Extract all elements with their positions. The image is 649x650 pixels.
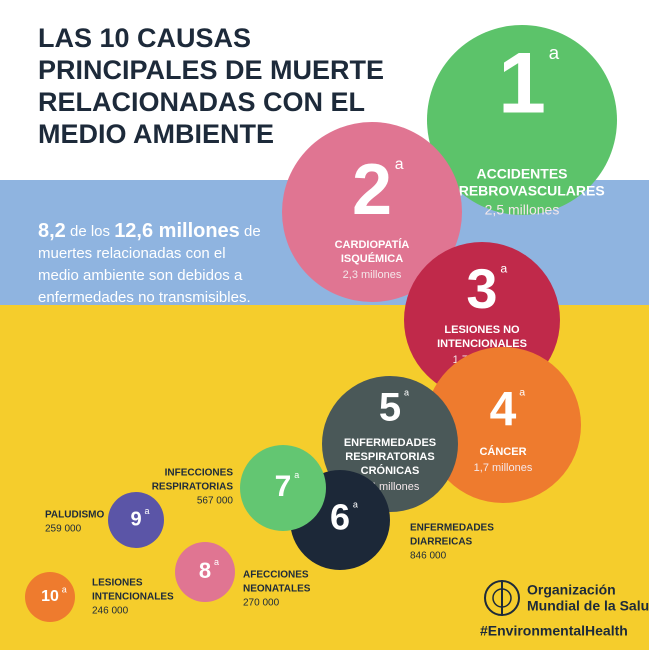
cause-deaths: 567 000: [197, 496, 234, 507]
cause-circle: [427, 25, 617, 215]
cause-rank: 7: [275, 470, 292, 503]
cause-name: NEONATALES: [243, 584, 311, 595]
cause-circle: [425, 347, 581, 503]
cause-name: INFECCIONES: [165, 468, 234, 479]
cause-ordinal: a: [549, 43, 560, 64]
cause-rank: 6: [330, 497, 350, 538]
intro-segment: de: [240, 223, 261, 240]
cause-name: CÁNCER: [479, 445, 526, 458]
title-line: MEDIO AMBIENTE: [38, 119, 274, 149]
org-name: Mundial de la Salud: [527, 598, 649, 614]
cause-ordinal: a: [214, 557, 219, 567]
cause-circle: [240, 445, 326, 531]
cause-name: CRÓNICAS: [361, 464, 420, 477]
cause-circle: [175, 542, 235, 602]
who-emblem: [484, 580, 520, 616]
cause-ordinal: a: [62, 585, 67, 595]
cause-ordinal: a: [404, 388, 409, 398]
intro-line: medio ambiente son debidos a: [38, 267, 243, 284]
cause-name: PALUDISMO: [45, 510, 104, 521]
cause-name: ISQUÉMICA: [341, 252, 403, 265]
cause-circle: [25, 572, 75, 622]
intro-segment: 12,6 millones: [114, 220, 240, 242]
hashtag: #EnvironmentalHealth: [480, 623, 628, 639]
cause-deaths: 246 000: [92, 606, 129, 617]
cause-rank: 5: [379, 386, 401, 430]
cause-rank: 9: [130, 508, 141, 530]
title-line: LAS 10 CAUSAS: [38, 23, 251, 53]
cause-ordinal: a: [395, 156, 404, 173]
intro-line: muertes relacionadas con el: [38, 245, 226, 262]
intro-line: enfermedades no transmisibles.: [38, 289, 251, 306]
cause-deaths: 2,3 millones: [343, 269, 402, 281]
cause-name: ENFERMEDADES: [410, 523, 494, 534]
cause-deaths: 2,5 millones: [485, 202, 560, 218]
intro-segment: muertes relacionadas con el: [38, 245, 226, 262]
cause-name: CARDIOPATÍA: [335, 238, 410, 251]
intro-line: 8,2 de los 12,6 millones de: [38, 220, 261, 242]
cause-circle: [108, 492, 164, 548]
cause-name: RESPIRATORIAS: [345, 451, 434, 463]
org-name: Organización: [527, 582, 616, 598]
cause-name: RESPIRATORIAS: [152, 482, 234, 493]
cause-deaths: 270 000: [243, 598, 280, 609]
cause-name: AFECCIONES: [243, 570, 309, 581]
intro-segment: 8,2: [38, 220, 66, 242]
cause-rank: 1: [498, 36, 546, 132]
intro-segment: medio ambiente son debidos a: [38, 267, 243, 284]
cause-name: DIARREICAS: [410, 537, 473, 548]
cause-name: ENFERMEDADES: [344, 437, 436, 449]
cause-ordinal: a: [145, 506, 150, 516]
cause-name: INTENCIONALES: [437, 338, 527, 350]
cause-rank: 3: [466, 257, 497, 320]
cause-rank: 10: [41, 588, 59, 605]
title-line: RELACIONADAS CON EL: [38, 87, 365, 117]
cause-name: INTENCIONALES: [92, 592, 174, 603]
cause-deaths: 1,7 millones: [474, 462, 533, 474]
cause-rank: 8: [199, 558, 211, 583]
cause-ordinal: a: [353, 499, 358, 509]
intro-segment: de los: [66, 223, 114, 240]
title-line: PRINCIPALES DE MUERTE: [38, 55, 384, 85]
cause-name: ACCIDENTES: [476, 166, 567, 182]
cause-deaths: 846 000: [410, 551, 447, 562]
cause-ordinal: a: [500, 262, 507, 276]
cause-name: CEREBROVASCULARES: [439, 183, 604, 199]
cause-rank: 2: [352, 150, 392, 230]
cause-name: LESIONES NO: [444, 324, 520, 336]
cause-name: LESIONES: [92, 578, 143, 589]
cause-ordinal: a: [519, 387, 525, 399]
cause-rank: 4: [490, 384, 517, 437]
cause-deaths: 259 000: [45, 524, 82, 535]
cause-ordinal: a: [294, 470, 299, 480]
cause-circle: [282, 122, 462, 302]
intro-segment: enfermedades no transmisibles.: [38, 289, 251, 306]
